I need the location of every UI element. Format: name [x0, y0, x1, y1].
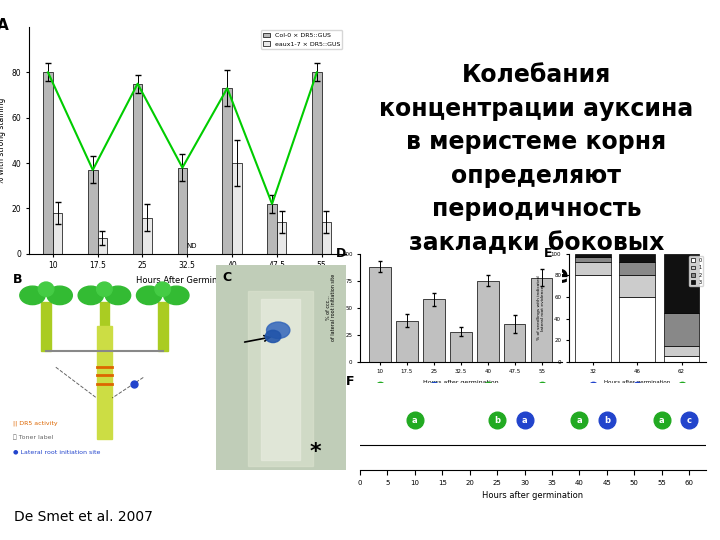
Bar [41, 301, 51, 351]
Ellipse shape [163, 286, 189, 305]
Bar [43, 72, 53, 254]
Text: a: a [659, 416, 665, 425]
Bar [369, 267, 391, 362]
Text: Колебания
концентрации ауксина
в меристеме корня
определяют
периодичность
заклад: Колебания концентрации ауксина в меристе… [379, 63, 693, 288]
X-axis label: Hours after germination: Hours after germination [423, 380, 499, 385]
Text: c: c [230, 292, 234, 297]
Bar [664, 254, 699, 313]
Bar [664, 356, 699, 362]
Bar [619, 254, 655, 262]
Legend: 0, 1, 2, 3: 0, 1, 2, 3 [689, 256, 703, 286]
Text: a: a [577, 416, 582, 425]
Text: b: b [432, 383, 436, 388]
Bar [575, 257, 611, 262]
Text: a: a [412, 416, 418, 425]
Bar [477, 281, 498, 362]
Ellipse shape [155, 282, 171, 296]
Text: F: F [346, 375, 355, 388]
Bar [98, 238, 107, 254]
Bar [619, 297, 655, 362]
Text: b: b [494, 416, 500, 425]
Bar [232, 163, 242, 254]
Ellipse shape [38, 282, 54, 296]
Y-axis label: % of seedlings with indicated
lateral root evidence: % of seedlings with indicated lateral ro… [536, 275, 545, 340]
Ellipse shape [266, 322, 290, 339]
Text: a: a [591, 383, 595, 388]
Bar [158, 301, 168, 351]
Text: b: b [140, 292, 145, 297]
Bar [423, 299, 445, 362]
X-axis label: Hours after germination: Hours after germination [482, 491, 583, 500]
Bar [504, 324, 526, 362]
Bar [222, 88, 232, 254]
Bar [178, 167, 187, 254]
Bar [132, 84, 143, 254]
Ellipse shape [137, 286, 162, 305]
Text: || DR5 activity: || DR5 activity [13, 421, 58, 426]
Bar [96, 326, 112, 439]
Bar [450, 332, 472, 362]
Text: A: A [0, 18, 9, 33]
Bar [267, 204, 276, 254]
Bar [53, 213, 63, 254]
Text: ND: ND [186, 243, 197, 249]
Text: C: C [222, 271, 232, 284]
X-axis label: Hours after germination: Hours after germination [604, 380, 670, 385]
Text: ⬜ Toner label: ⬜ Toner label [13, 434, 53, 440]
Bar [276, 222, 287, 254]
Legend: Col-0 × DR5::GUS, eaux1-7 × DR5::GUS: Col-0 × DR5::GUS, eaux1-7 × DR5::GUS [261, 30, 343, 49]
Ellipse shape [96, 282, 112, 296]
Bar [248, 291, 313, 465]
Bar [99, 301, 109, 351]
Bar [619, 262, 655, 275]
Bar [664, 346, 699, 356]
Ellipse shape [20, 286, 45, 305]
Text: a: a [522, 416, 527, 425]
Text: b: b [636, 383, 639, 388]
Bar [619, 275, 655, 297]
Text: c: c [687, 416, 692, 425]
Bar [88, 170, 98, 254]
Text: b: b [432, 383, 436, 388]
Text: c: c [486, 383, 489, 388]
Text: a: a [50, 292, 55, 297]
Ellipse shape [265, 330, 281, 342]
Text: a: a [378, 383, 382, 388]
Bar [396, 321, 418, 362]
Bar [575, 275, 611, 362]
Bar [261, 300, 300, 460]
Bar [143, 218, 152, 254]
Ellipse shape [105, 286, 130, 305]
Bar [575, 262, 611, 275]
Text: b: b [604, 416, 610, 425]
Text: c: c [680, 383, 683, 388]
Bar [531, 278, 552, 362]
Ellipse shape [78, 286, 104, 305]
Text: De Smet et al. 2007: De Smet et al. 2007 [14, 510, 153, 524]
Bar [664, 313, 699, 346]
Text: d: d [320, 292, 324, 297]
Text: B: B [13, 273, 22, 286]
Bar [575, 254, 611, 257]
Bar [322, 222, 331, 254]
Bar [312, 72, 322, 254]
Text: d: d [540, 383, 544, 388]
X-axis label: Hours After Germination: Hours After Germination [136, 276, 238, 285]
Text: D: D [336, 247, 346, 260]
Y-axis label: % of ccc...
of lateral root initiation site: % of ccc... of lateral root initiation s… [325, 274, 336, 341]
Ellipse shape [47, 286, 72, 305]
Text: ● Lateral root initiation site: ● Lateral root initiation site [13, 449, 100, 454]
Text: *: * [310, 442, 321, 462]
Text: E: E [544, 247, 553, 260]
Y-axis label: % with strong staining: % with strong staining [0, 97, 6, 184]
